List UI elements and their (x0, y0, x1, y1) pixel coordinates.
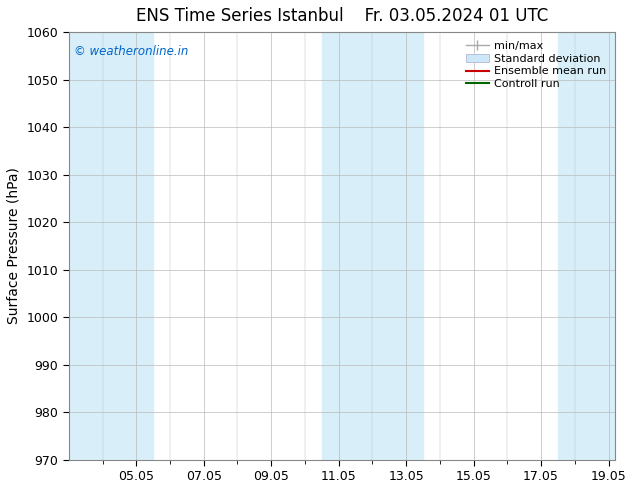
Legend: min/max, Standard deviation, Ensemble mean run, Controll run: min/max, Standard deviation, Ensemble me… (463, 38, 610, 93)
Y-axis label: Surface Pressure (hPa): Surface Pressure (hPa) (7, 168, 21, 324)
Bar (69, 32, 153, 460)
Bar (322, 32, 423, 460)
Bar (558, 32, 615, 460)
Title: ENS Time Series Istanbul    Fr. 03.05.2024 01 UTC: ENS Time Series Istanbul Fr. 03.05.2024 … (136, 7, 548, 25)
Text: © weatheronline.in: © weatheronline.in (74, 45, 189, 58)
